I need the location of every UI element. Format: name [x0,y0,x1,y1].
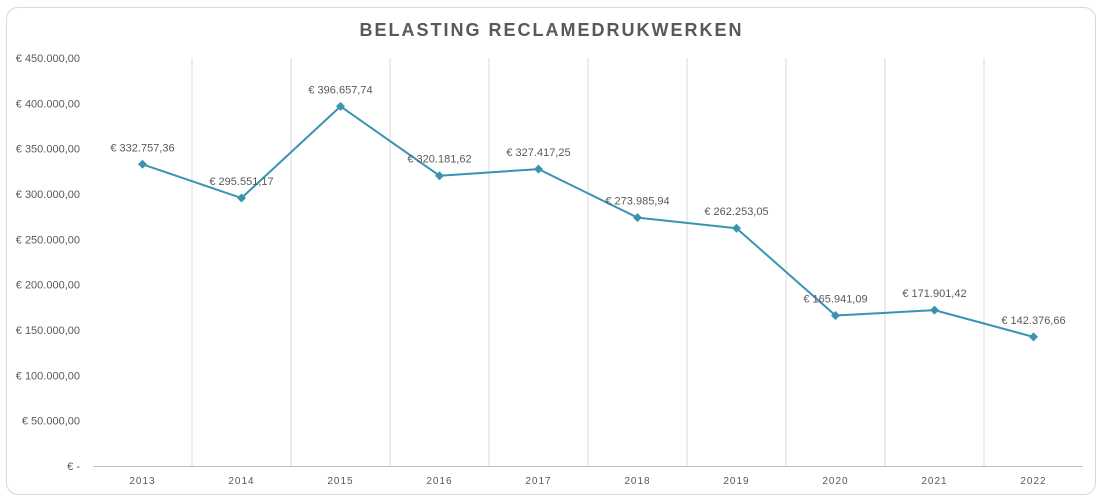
x-tick-label: 2018 [624,476,650,487]
x-tick-label: 2015 [327,476,353,487]
data-label: € 165.941,09 [803,294,867,306]
x-axis-ticks: 2013 2014 2015 2016 2017 2018 2019 2020 2021 2022 [129,476,1046,487]
data-point-marker [831,311,840,321]
data-point-marker [336,101,345,111]
data-label: € 171.901,42 [902,288,966,300]
y-axis-ticks: € - € 50.000,00 € 100.000,00 € 150.000,00 € … [16,53,81,473]
y-tick-label: € 100.000,00 [16,370,80,382]
y-tick-label: € 450.000,00 [16,53,80,65]
y-tick-label: € 350.000,00 [16,144,80,156]
data-point-marker [138,159,147,169]
data-label: € 320.181,62 [407,154,471,166]
data-label: € 396.657,74 [308,84,372,96]
y-tick-label: € 200.000,00 [16,280,80,292]
y-tick-label: € 50.000,00 [22,416,80,428]
chart-frame [6,7,1096,495]
x-tick-label: 2021 [921,476,947,487]
x-tick-label: 2019 [723,476,749,487]
y-tick-label: € 300.000,00 [16,189,80,201]
data-point-marker [930,305,939,315]
data-label: € 262.253,05 [704,206,768,218]
y-tick-label: € 250.000,00 [16,234,80,246]
x-tick-label: 2017 [525,476,551,487]
data-label: € 295.551,17 [209,176,273,188]
x-tick-label: 2016 [426,476,452,487]
chart-title: BELASTING RECLAMEDRUKWERKEN [359,20,744,40]
x-tick-label: 2022 [1020,476,1046,487]
data-point-marker [237,193,246,203]
data-label: € 332.757,36 [110,142,174,154]
series-line [142,105,1034,338]
y-tick-label: € - [67,461,80,473]
data-point-marker [1029,332,1038,342]
data-label: € 273.985,94 [605,196,669,208]
data-label: € 142.376,66 [1001,315,1065,327]
data-point-marker [732,223,741,233]
y-tick-label: € 150.000,00 [16,325,80,337]
x-tick-label: 2014 [228,476,254,487]
data-point-marker [435,171,444,181]
data-point-marker [534,164,543,174]
data-label: € 327.417,25 [506,147,570,159]
series [138,101,1038,342]
data-labels: € 332.757,36 € 295.551,17 € 396.657,74 € 32… [110,84,1065,327]
x-tick-label: 2013 [129,476,155,487]
data-point-marker [633,213,642,223]
x-tick-label: 2020 [822,476,848,487]
gridlines [191,58,985,466]
y-tick-label: € 400.000,00 [16,98,80,110]
